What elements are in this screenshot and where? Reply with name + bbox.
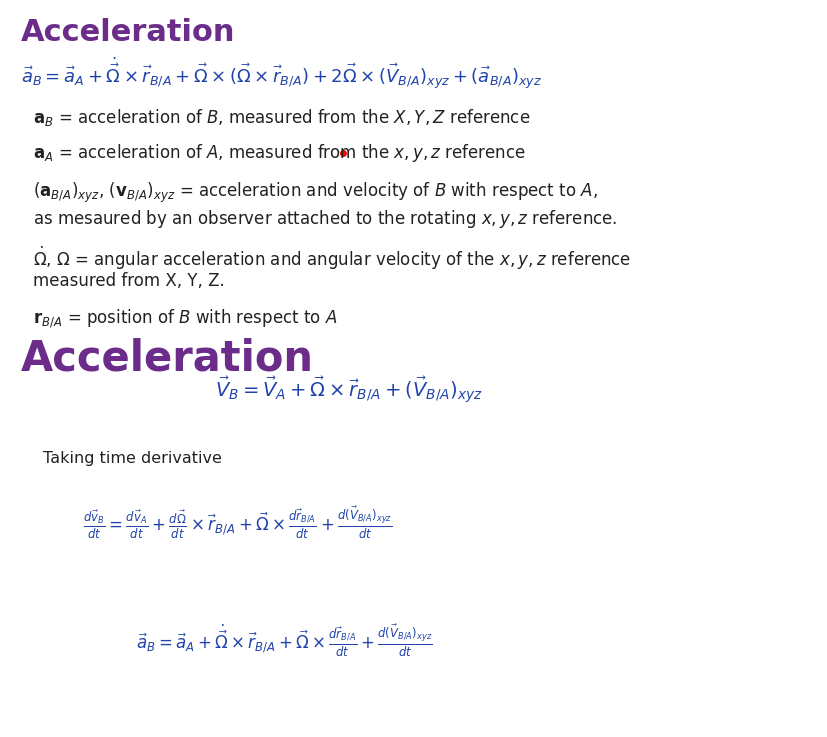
Text: $\vec{a}_B = \vec{a}_A + \dot{\vec{\Omega}} \times \vec{r}_{B/A} + \vec{\Omega} : $\vec{a}_B = \vec{a}_A + \dot{\vec{\Omeg… (21, 55, 542, 91)
Text: measured from X, Y, Z.: measured from X, Y, Z. (33, 272, 225, 290)
Text: $\mathbf{a}_{B}$ = acceleration of $B$, measured from the $X, Y, Z$ reference: $\mathbf{a}_{B}$ = acceleration of $B$, … (33, 107, 531, 128)
Text: Taking time derivative: Taking time derivative (43, 451, 222, 466)
Text: Acceleration: Acceleration (21, 338, 313, 380)
Text: $\frac{d\vec{v}_B}{dt} = \frac{d\vec{v}_A}{dt} + \frac{d\vec{\Omega}}{dt} \times: $\frac{d\vec{v}_B}{dt} = \frac{d\vec{v}_… (83, 505, 392, 541)
Text: as mesaured by an observer attached to the rotating $x,y,z$ reference.: as mesaured by an observer attached to t… (33, 208, 618, 230)
Text: $\vec{a}_B = \vec{a}_A + \dot{\vec{\Omega}} \times \vec{r}_{B/A} + \vec{\Omega} : $\vec{a}_B = \vec{a}_A + \dot{\vec{\Omeg… (136, 623, 433, 659)
Text: $\mathbf{a}_{A}$ = acceleration of $A$, measured from the $x, y, z$ reference: $\mathbf{a}_{A}$ = acceleration of $A$, … (33, 142, 526, 164)
Text: Acceleration: Acceleration (21, 18, 235, 47)
Text: $\vec{V}_B = \vec{V}_A + \vec{\Omega} \times \vec{r}_{B/A} + (\vec{V}_{B/A})_{xy: $\vec{V}_B = \vec{V}_A + \vec{\Omega} \t… (215, 374, 483, 405)
Text: $\mathbf{r}_{B/A}$ = position of $B$ with respect to $A$: $\mathbf{r}_{B/A}$ = position of $B$ wit… (33, 307, 337, 330)
Text: $\dot{\Omega}$, $\Omega$ = angular acceleration and angular velocity of the $x, : $\dot{\Omega}$, $\Omega$ = angular accel… (33, 245, 631, 272)
Text: $(\mathbf{a}_{B/A})_{xyz}$, $(\mathbf{v}_{B/A})_{xyz}$ = acceleration and veloci: $(\mathbf{a}_{B/A})_{xyz}$, $(\mathbf{v}… (33, 181, 598, 205)
